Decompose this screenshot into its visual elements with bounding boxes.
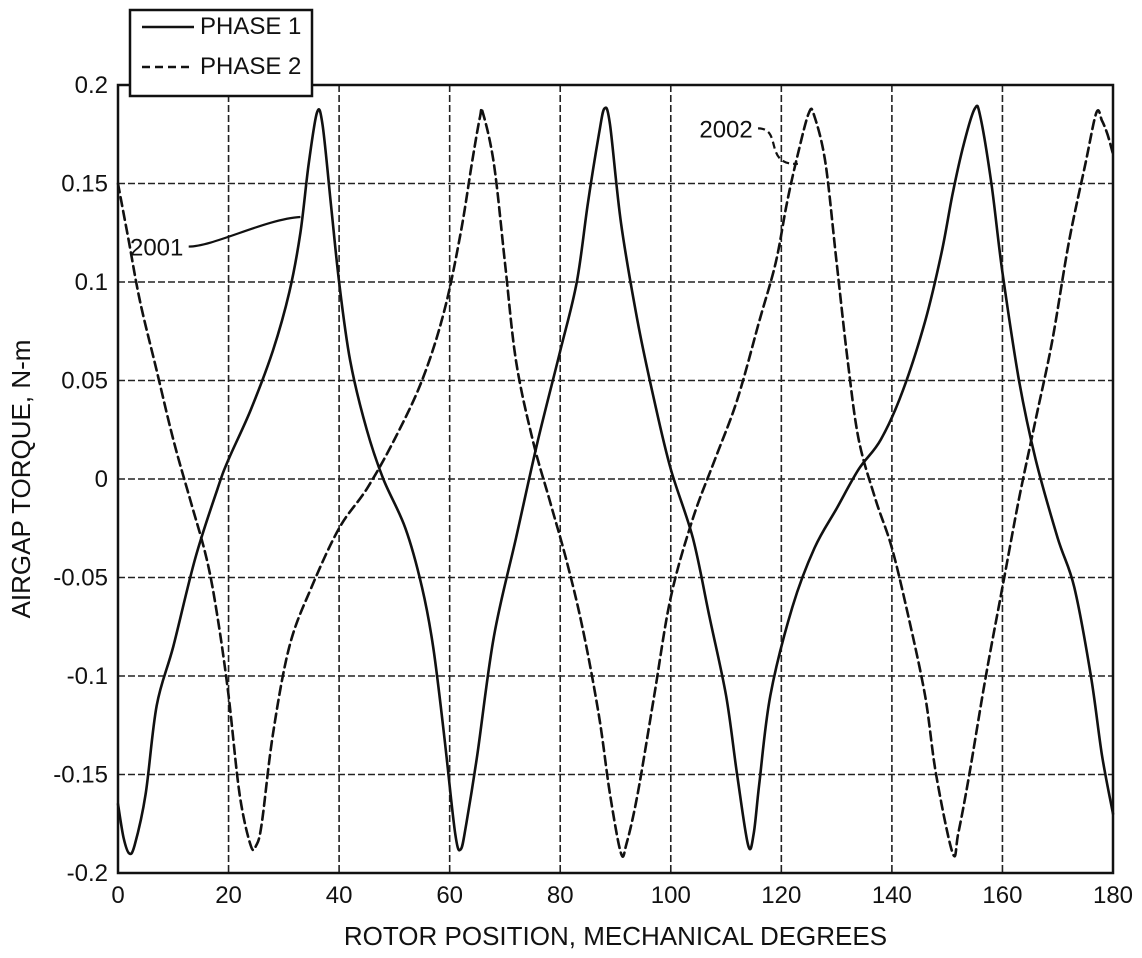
y-tick-label: -0.1 xyxy=(67,663,108,690)
y-tick-label: 0.2 xyxy=(75,72,108,99)
y-tick-label: -0.05 xyxy=(53,565,108,592)
grid-lines xyxy=(118,85,1113,873)
legend-box xyxy=(128,8,314,98)
x-tick-label: 0 xyxy=(111,882,124,909)
plot-frame xyxy=(116,83,1115,875)
y-axis-label: AIRGAP TORQUE, N-m xyxy=(6,340,36,619)
x-tick-label: 100 xyxy=(651,882,691,909)
legend: PHASE 1 PHASE 2 xyxy=(128,8,314,98)
x-tick-label: 120 xyxy=(761,882,801,909)
annotations: 2001 2002 xyxy=(130,116,798,262)
y-tick-label: -0.2 xyxy=(67,860,108,887)
x-tick-label: 180 xyxy=(1093,882,1133,909)
annotation-label: 2002 xyxy=(699,116,752,143)
series-line-phase-1 xyxy=(116,104,1115,856)
x-tick-label: 160 xyxy=(982,882,1022,909)
annotation-label: 2001 xyxy=(130,235,183,262)
x-tick-label: 140 xyxy=(872,882,912,909)
y-tick-label: 0.1 xyxy=(75,269,108,296)
x-tick-labels: 0 20 40 60 80 100 120 140 160 180 xyxy=(111,882,1133,909)
x-tick-label: 20 xyxy=(215,882,242,909)
x-axis-label: ROTOR POSITION, MECHANICAL DEGREES xyxy=(344,921,887,951)
series-lines xyxy=(116,104,1115,858)
y-tick-label: 0 xyxy=(95,466,108,493)
y-tick-labels: -0.2 -0.15 -0.1 -0.05 0 0.05 0.1 0.15 0.2 xyxy=(53,72,108,887)
x-tick-label: 80 xyxy=(547,882,574,909)
y-tick-label: 0.15 xyxy=(61,171,108,198)
y-tick-label: 0.05 xyxy=(61,368,108,395)
annotation-leader xyxy=(757,127,798,165)
series-line-phase-2 xyxy=(116,106,1115,858)
x-tick-label: 60 xyxy=(436,882,463,909)
y-tick-label: -0.15 xyxy=(53,762,108,789)
annotation-leader xyxy=(188,215,301,248)
x-tick-label: 40 xyxy=(326,882,353,909)
legend-entry-label: PHASE 2 xyxy=(200,53,301,80)
legend-entry-label: PHASE 1 xyxy=(200,13,301,40)
